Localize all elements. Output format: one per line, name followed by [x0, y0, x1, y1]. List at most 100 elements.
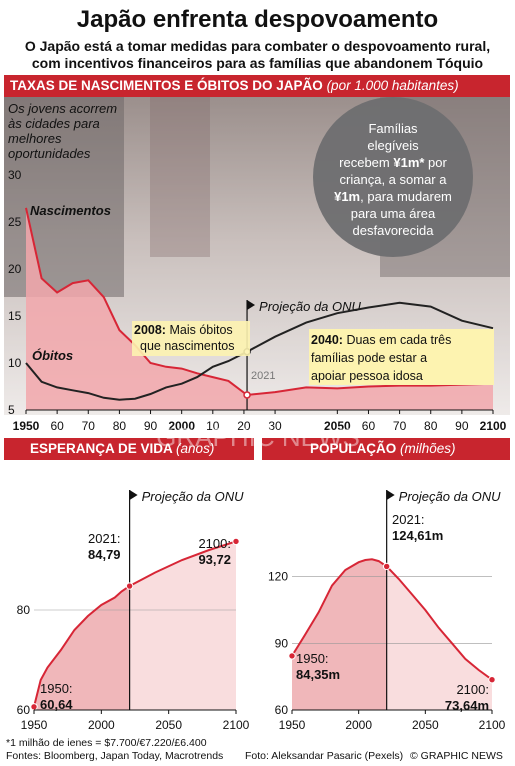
families-callout-part: ¥1m* [393, 155, 425, 170]
births-line [25, 207, 494, 397]
families-callout-line: ¥1m, para mudarem [334, 189, 452, 204]
life-title: ESPERANÇA DE VIDA [30, 441, 173, 456]
life-label-value: 84,79 [88, 547, 121, 562]
families-incentive-circle [313, 97, 473, 257]
life-label-value: 60,64 [40, 697, 73, 712]
pop-label-value: 73,64m [445, 698, 489, 713]
life-x-tick-label: 1950 [21, 718, 48, 732]
life-past-area [34, 586, 130, 710]
label-2008-line-1: 2008: Mais óbitos [134, 323, 233, 337]
pop-y-tick-label: 120 [268, 570, 288, 584]
rates-x-tick-label: 1950 [13, 419, 40, 433]
label-2040-line-1-part-0: 2040: [311, 333, 343, 347]
life-y-tick-label: 60 [17, 703, 31, 717]
births-2021-point [243, 391, 251, 399]
rates-y-tick-label: 20 [8, 262, 22, 276]
subtitle-line-1: O Japão está a tomar medidas para combat… [24, 38, 491, 54]
young-people-callout-line: melhores [8, 131, 62, 146]
life-banner: ESPERANÇA DE VIDA (anos) [4, 438, 254, 460]
rates-unit: (por 1.000 habitantes) [326, 78, 459, 93]
label-2008-line-2: que nascimentos [140, 339, 235, 353]
young-people-callout-line: oportunidades [8, 146, 91, 161]
life-x-tick-label: 2000 [88, 718, 115, 732]
pop-point [488, 675, 496, 684]
rates-x-tick-label: 30 [268, 419, 282, 433]
families-callout-line: Famílias [368, 121, 418, 136]
life-label-value: 93,72 [198, 552, 231, 567]
families-callout-line: desfavorecida [353, 223, 435, 238]
rates-x-tick-label: 60 [362, 419, 376, 433]
families-callout-part: Famílias [368, 121, 418, 136]
pop-x-tick-label: 2000 [345, 718, 372, 732]
life-x-tick-label: 2100 [223, 718, 250, 732]
rates-y-tick-label: 15 [8, 309, 22, 323]
label-2008-line-1-part-1: Mais óbitos [166, 323, 233, 337]
label-2040-line-1-part-1: Duas em cada três [343, 333, 451, 347]
rates-projection-arrow [247, 300, 256, 310]
watermark-text: GRAPHIC NEWS [156, 422, 360, 452]
rates-x-tick-label: 2000 [168, 419, 195, 433]
pop-x-tick-label: 2100 [479, 718, 506, 732]
rates-y-tick-label: 10 [8, 356, 22, 370]
families-callout-line: recebem ¥1m* por [339, 155, 447, 170]
life-projection-arrow [129, 490, 138, 500]
families-callout-part: , para mudarem [360, 189, 452, 204]
page-subtitle: O Japão está a tomar medidas para combat… [0, 38, 515, 72]
pop-projection-arrow [386, 490, 395, 500]
pop-point [382, 562, 391, 571]
rates-y-tick-label: 25 [8, 215, 22, 229]
families-callout-part: para uma área [351, 206, 436, 221]
pop-projected-area [386, 566, 492, 710]
label-2040-line-3: apoiar pessoa idosa [311, 369, 423, 383]
families-callout-part: por [424, 155, 447, 170]
label-2040-line-1: 2040: Duas em cada três [311, 333, 451, 347]
life-point [30, 703, 38, 711]
photo-building-left [4, 97, 124, 297]
pop-label-year: 2021: [392, 512, 425, 527]
deaths-series-label: Óbitos [32, 348, 73, 363]
life-y-tick-label: 80 [17, 603, 31, 617]
life-label-year: 1950: [40, 681, 73, 696]
families-callout-line: para uma área [351, 206, 436, 221]
footer-brand: © GRAPHIC NEWS [410, 750, 503, 762]
label-2040-line-2: famílias pode estar a [311, 351, 427, 365]
pop-title: POPULAÇÃO [310, 441, 397, 456]
deaths-line [25, 301, 494, 401]
families-callout-part: elegíveis [367, 138, 419, 153]
pop-x-tick-label: 1950 [279, 718, 306, 732]
families-callout-part: recebem [339, 155, 393, 170]
pop-label-year: 1950: [296, 651, 329, 666]
families-callout-part: desfavorecida [353, 223, 435, 238]
label-2008-box [132, 321, 250, 356]
footer-note: *1 milhão de ienes = $7.700/€7.220/£6.40… [6, 737, 207, 749]
rates-x-tick-label: 70 [82, 419, 96, 433]
pop-y-tick-label: 60 [275, 703, 289, 717]
life-projected-area [129, 541, 236, 710]
pop-label-year: 2100: [456, 682, 489, 697]
births-series-label: Nascimentos [30, 203, 111, 218]
young-people-callout-line: Os jovens acorrem [8, 101, 117, 116]
pop-line [291, 558, 493, 681]
pop-y-tick-label: 90 [275, 636, 289, 650]
rates-x-tick-label: 10 [206, 419, 220, 433]
footer-sources: Fontes: Bloomberg, Japan Today, Macrotre… [6, 750, 224, 762]
young-people-callout-line: às cidades para [8, 116, 100, 131]
rates-x-tick-label: 90 [144, 419, 158, 433]
rates-y-tick-label: 5 [8, 403, 15, 417]
rates-x-tick-label: 60 [50, 419, 64, 433]
families-callout-line: elegíveis [367, 138, 419, 153]
life-label-year: 2021: [88, 531, 121, 546]
pop-point [288, 652, 296, 660]
families-callout-part: criança, a somar a [340, 172, 448, 187]
families-callout-line: criança, a somar a [340, 172, 448, 187]
pop-projection-label: Projeção da ONU [399, 489, 501, 504]
life-point [232, 537, 240, 546]
footer-photo: Foto: Aleksandar Pasaric (Pexels) [245, 750, 404, 762]
label-2021: 2021 [251, 370, 275, 382]
life-point [125, 582, 134, 590]
rates-x-tick-label: 2100 [480, 419, 507, 433]
subtitle-line-2: com incentivos financeiros para as famíl… [31, 55, 484, 71]
rates-x-tick-label: 90 [455, 419, 469, 433]
births-area [26, 207, 493, 410]
